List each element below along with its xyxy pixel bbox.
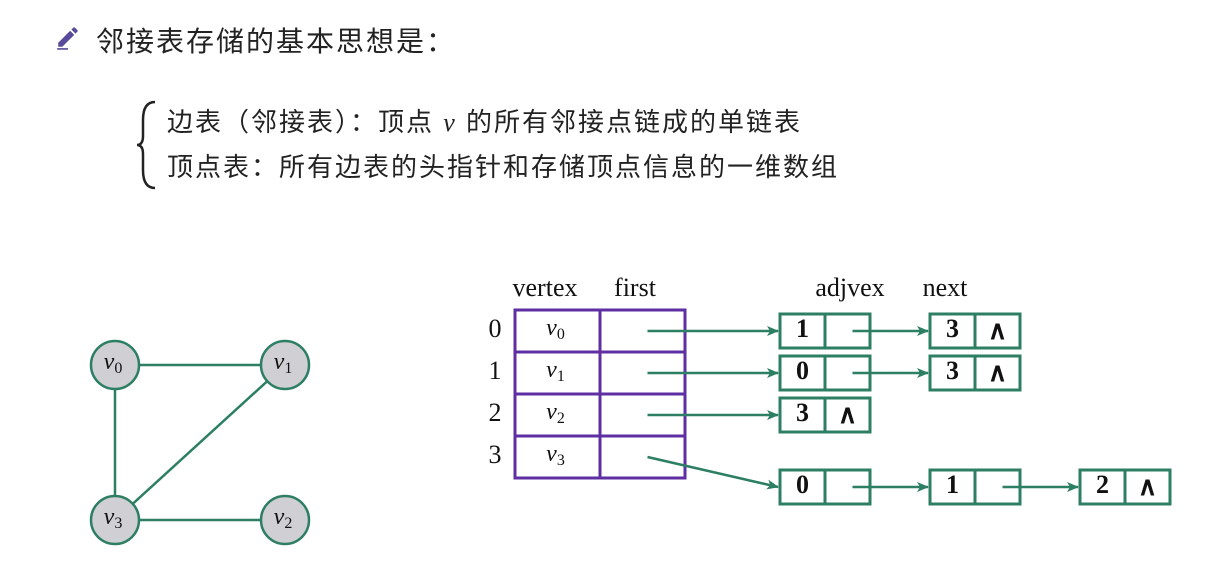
svg-text:1: 1 [796, 314, 809, 343]
line1-var: v [443, 108, 457, 137]
definition-line-2: 顶点表：所有边表的头指针和存储顶点信息的一维数组 [167, 147, 839, 189]
svg-text:v1: v1 [546, 357, 565, 385]
graph-diagram: v0v1v2v3 [55, 310, 355, 570]
svg-text:vertex: vertex [513, 273, 578, 302]
svg-text:∧: ∧ [838, 399, 857, 429]
svg-text:3: 3 [946, 314, 959, 343]
definition-line-1: 边表（邻接表）：顶点 v 的所有邻接点链成的单链表 [167, 102, 839, 144]
svg-text:3: 3 [796, 398, 809, 427]
svg-text:1: 1 [946, 470, 959, 499]
brace-glyph [135, 100, 161, 190]
line1-suffix: 的所有邻接点链成的单链表 [457, 107, 802, 137]
definition-brace: 边表（邻接表）：顶点 v 的所有邻接点链成的单链表 顶点表：所有边表的头指针和存… [135, 100, 839, 190]
line1-prefix: 边表（邻接表）：顶点 [167, 107, 443, 137]
svg-text:0: 0 [796, 356, 809, 385]
svg-text:next: next [923, 273, 969, 302]
svg-text:0: 0 [489, 314, 502, 343]
svg-text:v0: v0 [546, 315, 565, 343]
svg-text:1: 1 [489, 356, 502, 385]
svg-text:∧: ∧ [1138, 471, 1157, 501]
svg-text:adjvex: adjvex [815, 273, 884, 302]
adjacency-list-diagram: vertex first adjvex next 0 v0 1 3 ∧ 1 v1 0 3 ∧ 2 v2 3 ∧ 3 v… [460, 270, 1200, 570]
svg-text:first: first [614, 273, 657, 302]
heading-text: 邻接表存储的基本思想是： [96, 20, 456, 60]
svg-text:∧: ∧ [988, 315, 1007, 345]
svg-text:2: 2 [489, 398, 502, 427]
heading: 邻接表存储的基本思想是： [55, 20, 456, 60]
svg-text:v2: v2 [546, 399, 565, 427]
svg-text:0: 0 [796, 470, 809, 499]
svg-text:3: 3 [946, 356, 959, 385]
svg-text:2: 2 [1096, 470, 1109, 499]
svg-text:3: 3 [489, 440, 502, 469]
svg-text:∧: ∧ [988, 357, 1007, 387]
pencil-icon [55, 24, 81, 57]
svg-text:v3: v3 [546, 441, 565, 469]
